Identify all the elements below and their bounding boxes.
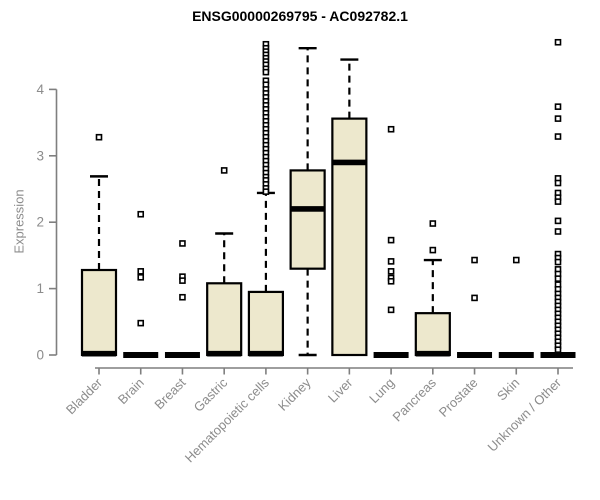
outlier-point (554, 228, 562, 235)
outlier-point (387, 125, 395, 133)
median-line (164, 352, 200, 358)
median-line (540, 352, 576, 358)
outlier-point (387, 277, 395, 285)
x-tick-label: Kidney (275, 375, 314, 414)
x-tick-label: Skin (494, 375, 522, 403)
x-tick-label: Gastric (191, 375, 231, 415)
outlier-point (220, 167, 228, 174)
y-tick-label: 3 (36, 148, 44, 163)
outlier-point (554, 38, 562, 46)
x-tick-label: Liver (325, 375, 356, 406)
outlier-point (262, 188, 270, 195)
x-tick-label: Bladder (63, 375, 106, 418)
x-tick-label: Unknown / Other (485, 375, 565, 455)
outlier-point (429, 246, 437, 254)
median-line (498, 352, 534, 358)
outlier-point (137, 274, 145, 281)
outlier-point (387, 258, 395, 265)
outlier-point (554, 217, 562, 225)
median-line (207, 350, 242, 357)
median-line (373, 352, 409, 358)
x-tick-label: Brain (115, 375, 147, 407)
y-tick-label: 0 (36, 348, 44, 363)
median-line (123, 352, 159, 358)
y-tick-label: 4 (36, 82, 44, 97)
outlier-point (471, 256, 478, 264)
box (414, 312, 451, 357)
median-line (82, 350, 116, 357)
median-line (332, 159, 367, 166)
x-tick-label: Lung (366, 375, 397, 406)
outlier-point (387, 236, 395, 244)
box (247, 290, 285, 357)
outlier-point (179, 240, 186, 247)
median-line (415, 350, 450, 357)
median-line (248, 350, 283, 357)
box (206, 282, 243, 357)
outlier-point (387, 268, 395, 275)
outlier-point (554, 115, 562, 122)
outlier-point (137, 268, 145, 275)
x-tick-label: Prostate (436, 375, 481, 420)
outlier-point (137, 210, 145, 218)
chart-title: ENSG00000269795 - AC092782.1 (192, 8, 408, 24)
y-tick-label: 1 (36, 281, 44, 296)
box (80, 268, 118, 357)
median-line (290, 206, 325, 212)
outlier-point (554, 179, 562, 187)
box (289, 169, 326, 270)
box (331, 117, 368, 357)
outlier-point (95, 133, 103, 141)
outlier-point (554, 198, 562, 205)
y-tick-label: 2 (36, 215, 44, 230)
outlier-point (554, 275, 562, 282)
outlier-point (137, 319, 145, 327)
outlier-point (387, 306, 395, 314)
outlier-point (179, 293, 186, 301)
outlier-point (179, 277, 186, 284)
median-line (457, 352, 493, 358)
x-tick-label: Pancreas (389, 375, 439, 425)
outlier-point (262, 68, 270, 76)
outlier-point (471, 294, 478, 302)
outlier-point (554, 346, 562, 353)
outlier-point (512, 256, 520, 264)
outlier-point (429, 220, 437, 227)
x-tick-label: Breast (151, 375, 188, 412)
outlier-point (554, 103, 562, 110)
outlier-point (554, 133, 562, 140)
outlier-point (554, 258, 562, 266)
